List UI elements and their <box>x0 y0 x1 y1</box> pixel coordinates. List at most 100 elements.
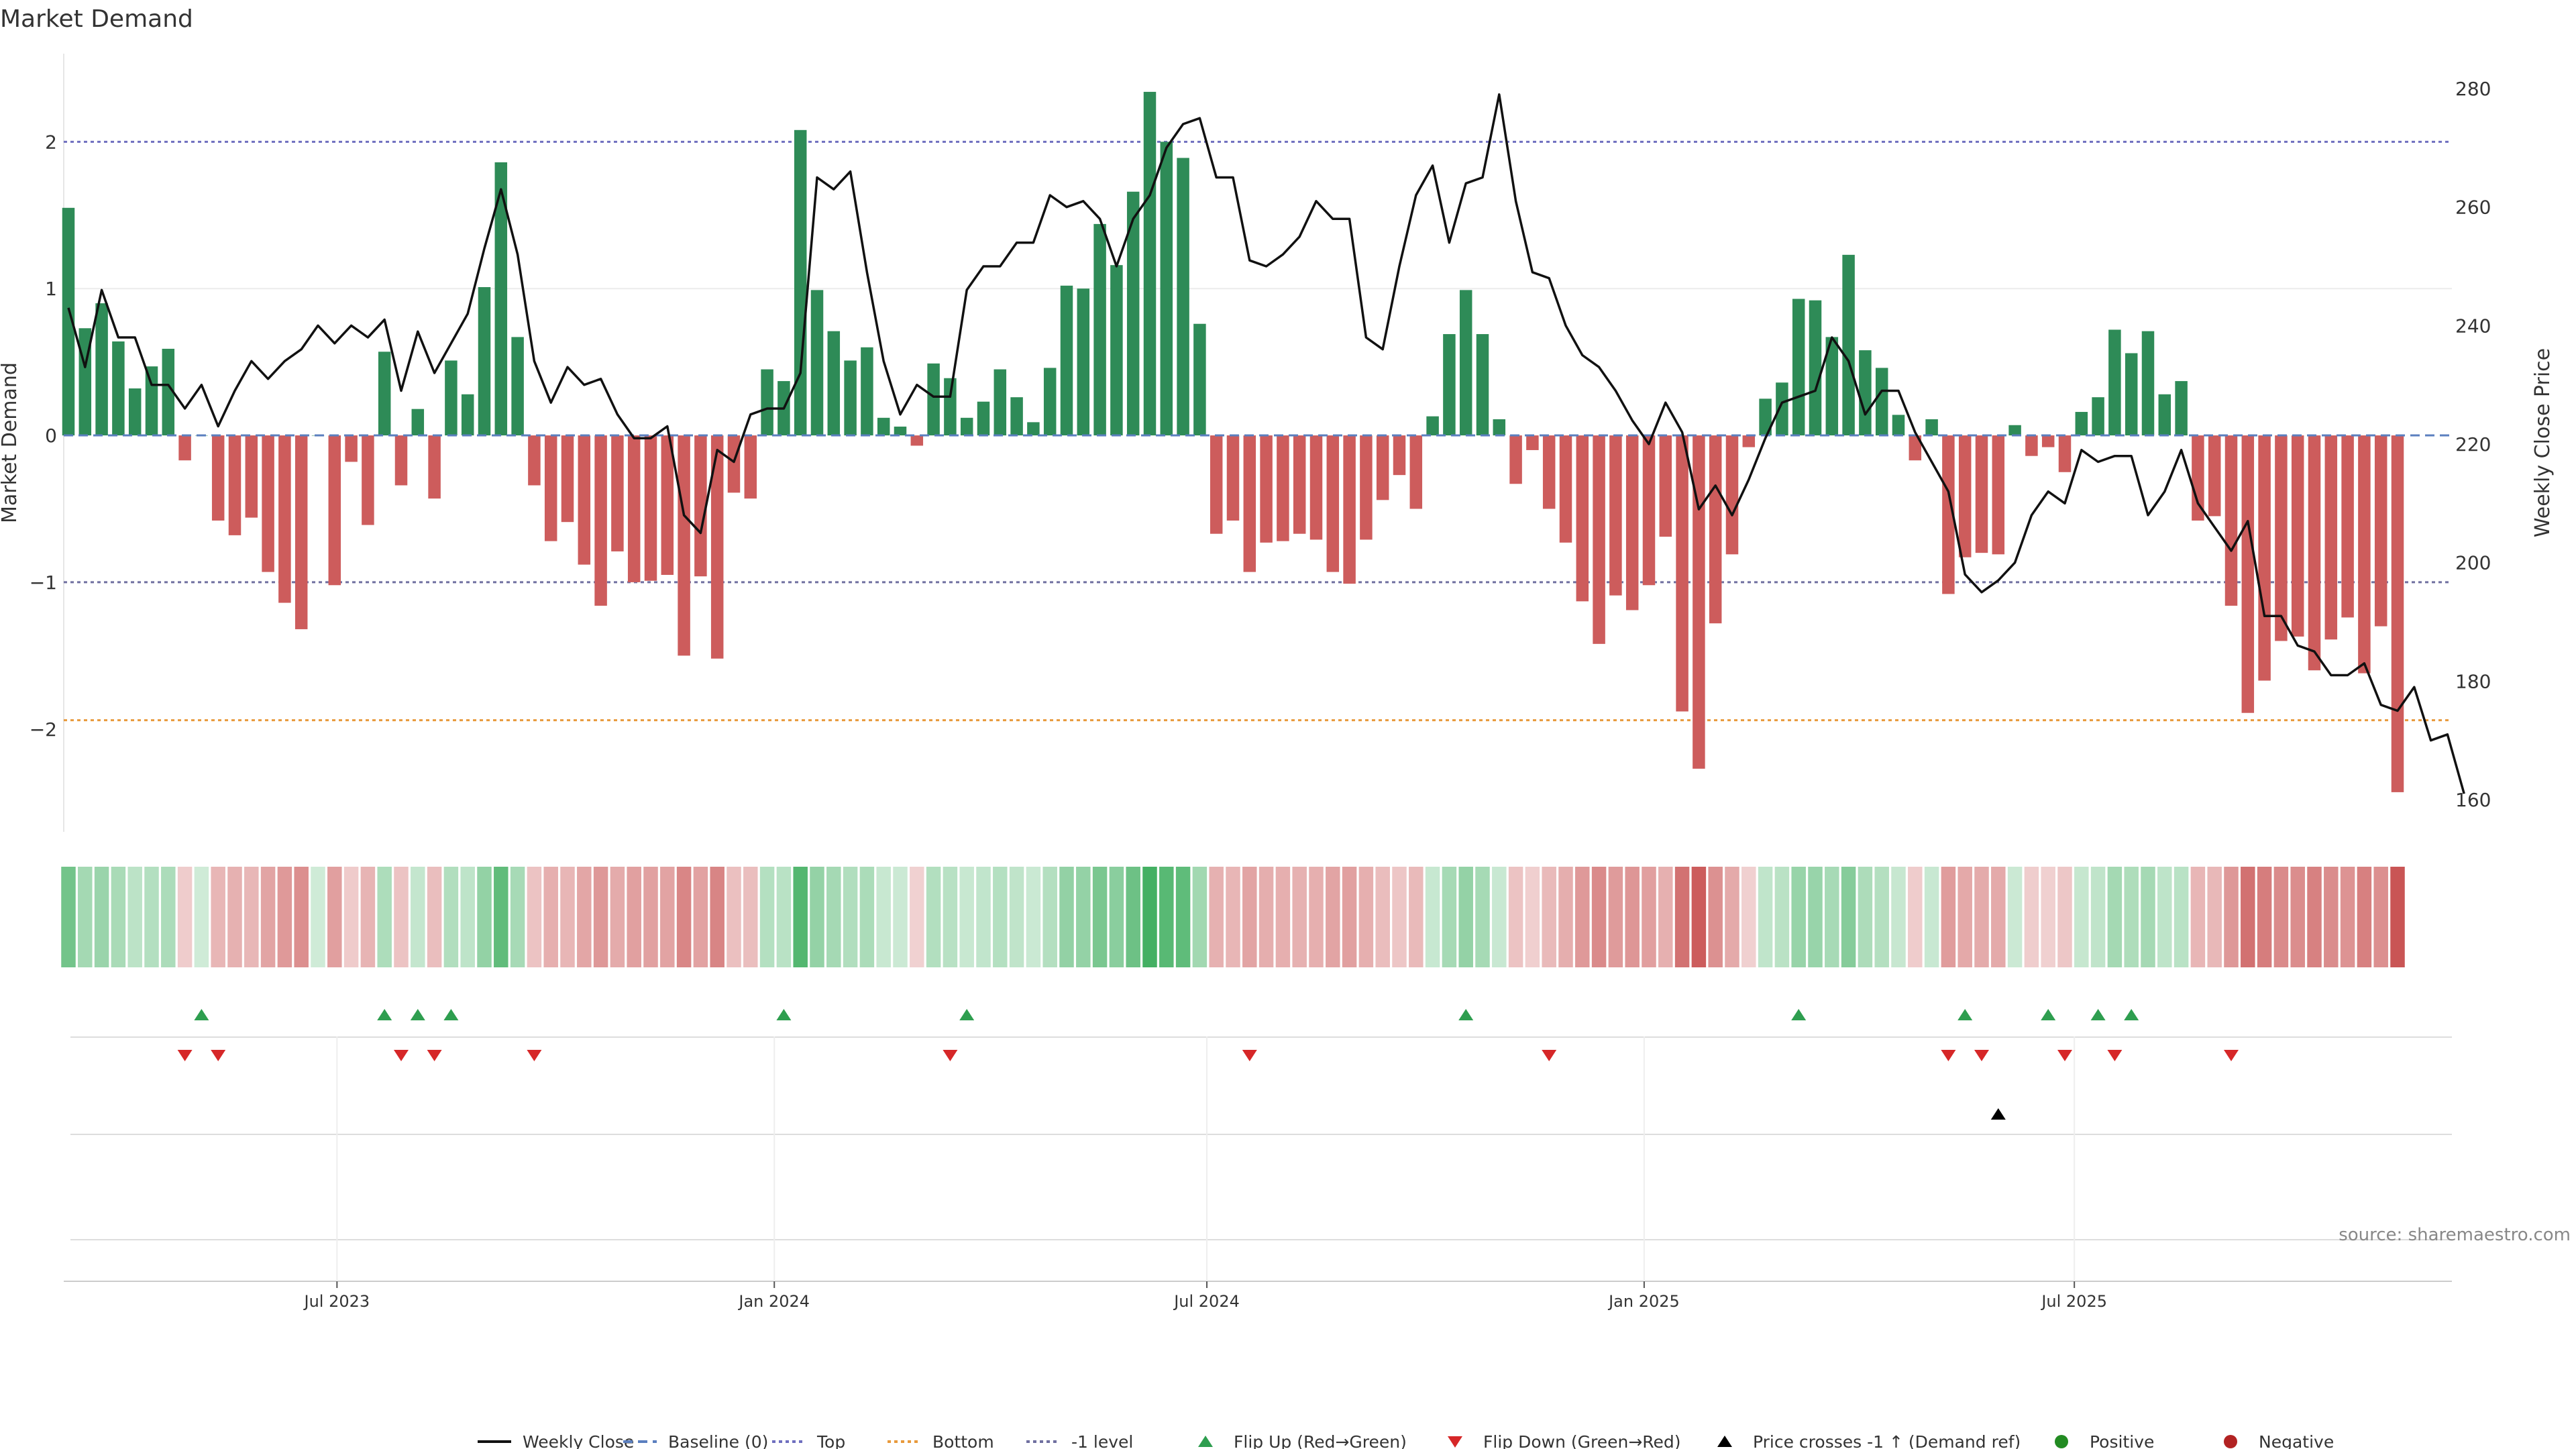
heat-cell <box>2357 867 2372 967</box>
heat-cell <box>2157 867 2172 967</box>
heat-cell <box>1409 867 1424 967</box>
demand-bar <box>1309 435 1323 540</box>
heat-cell <box>2190 867 2206 967</box>
demand-bar <box>1110 265 1123 436</box>
demand-bar <box>1859 350 1872 436</box>
heat-cell <box>1791 867 1806 967</box>
demand-bar <box>1942 435 1955 594</box>
flip-up-marker <box>959 1009 975 1020</box>
heat-cell <box>1375 867 1390 967</box>
demand-bar <box>1625 435 1639 610</box>
demand-bar <box>1842 254 1855 436</box>
heat-cell <box>394 867 409 967</box>
heat-cell <box>1425 867 1440 967</box>
right-tick-label: 260 <box>2455 197 2491 219</box>
heat-cell <box>2273 867 2289 967</box>
flip-up-marker <box>1957 1009 1973 1020</box>
flip-up-marker <box>377 1009 392 1020</box>
flip-up-marker <box>410 1009 425 1020</box>
legend-label: Price crosses -1 ↑ (Demand ref) <box>1753 1432 2021 1449</box>
demand-bar <box>2241 435 2255 713</box>
demand-bar <box>1776 382 1788 436</box>
demand-bar <box>1126 191 1140 436</box>
demand-bar <box>1376 435 1389 500</box>
flip-down-marker <box>943 1050 958 1061</box>
legend-swatch <box>1717 1436 1732 1447</box>
heat-cell <box>377 867 392 967</box>
heat-cell <box>776 867 792 967</box>
demand-heat-strip <box>61 867 2405 967</box>
heat-cell <box>1841 867 1856 967</box>
heat-cell <box>1974 867 1989 967</box>
heat-cell <box>1625 867 1640 967</box>
demand-bar <box>378 352 391 436</box>
left-tick-label: 2 <box>45 131 57 153</box>
demand-bar <box>927 363 940 436</box>
demand-bar <box>1693 435 1705 769</box>
legend-label: Baseline (0) <box>668 1432 768 1449</box>
heat-cell <box>1674 867 1690 967</box>
heat-cell <box>61 867 76 967</box>
demand-bar <box>2092 397 2104 436</box>
flip-up-marker <box>194 1009 209 1020</box>
chart-title: Market Demand <box>0 5 193 33</box>
demand-bar <box>1360 435 1373 540</box>
demand-bar <box>1742 435 1756 447</box>
demand-bar <box>710 435 724 659</box>
demand-bar <box>1759 398 1772 436</box>
right-tick-label: 240 <box>2455 315 2491 337</box>
heat-cell <box>1858 867 1873 967</box>
heat-cell <box>2324 867 2339 967</box>
heat-cell <box>1575 867 1590 967</box>
demand-bar <box>2224 435 2238 606</box>
demand-bar <box>211 435 225 521</box>
heat-cell <box>660 867 675 967</box>
demand-bar <box>877 417 890 436</box>
heat-cell <box>727 867 741 967</box>
heat-cell <box>2057 867 2072 967</box>
flip-down-marker <box>427 1050 442 1061</box>
heat-cell <box>810 867 824 967</box>
demand-bar <box>394 435 408 486</box>
date-tick-label: Jul 2024 <box>1173 1292 1240 1311</box>
demand-bar <box>2208 435 2221 517</box>
demand-bar <box>2041 435 2055 447</box>
heat-cell <box>1708 867 1723 967</box>
heat-cell <box>1941 867 1956 967</box>
right-tick-label: 280 <box>2455 78 2491 100</box>
demand-bar <box>1277 435 1289 541</box>
demand-bar <box>594 435 607 606</box>
heat-cell <box>643 867 658 967</box>
heat-cell <box>1342 867 1357 967</box>
demand-bar <box>362 435 374 525</box>
heat-cell <box>1292 867 1307 967</box>
right-axis-label: Weekly Close Price <box>2531 348 2555 537</box>
demand-bar <box>2108 329 2121 436</box>
date-tick-label: Jan 2024 <box>737 1292 810 1311</box>
heat-cell <box>2290 867 2305 967</box>
demand-bar <box>2275 435 2288 641</box>
right-tick-label: 200 <box>2455 552 2491 574</box>
heat-cell <box>1092 867 1108 967</box>
heat-cell <box>793 867 808 967</box>
demand-bar <box>977 401 990 436</box>
heat-cell <box>194 867 209 967</box>
heat-cell <box>2373 867 2388 967</box>
demand-bar <box>561 435 574 523</box>
demand-bar <box>2141 331 2155 436</box>
demand-bar <box>1326 435 1340 572</box>
demand-bar <box>2291 435 2304 637</box>
demand-bar <box>1260 435 1273 543</box>
demand-bar <box>1177 158 1189 436</box>
heat-cell <box>1658 867 1673 967</box>
demand-bar <box>761 369 773 436</box>
heat-cell <box>1159 867 1174 967</box>
demand-bar <box>1027 422 1040 436</box>
legend-label: -1 level <box>1071 1432 1133 1449</box>
heat-cell <box>443 867 459 967</box>
demand-bar <box>2192 435 2204 521</box>
heat-cell <box>494 867 508 967</box>
demand-bar <box>1426 416 1439 436</box>
flip-down-marker <box>1542 1050 1557 1061</box>
flip-down-marker <box>211 1050 226 1061</box>
